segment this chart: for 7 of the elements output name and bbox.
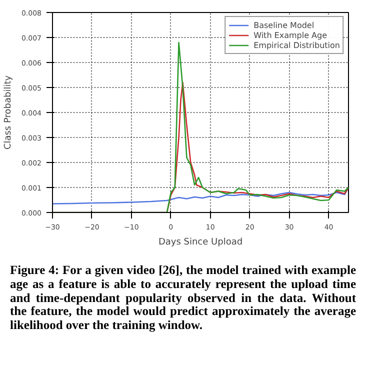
- legend-label: Empirical Distribution: [254, 40, 340, 50]
- legend-label: With Example Age: [254, 30, 328, 40]
- y-axis-title: Class Probability: [3, 74, 14, 150]
- caption: Figure 4: For a given video [26], the model trained with example age as a feature is able to accurately represent the upload time and time-dependant popularity observed in the data. Without the feature, the model would predict approximately the average likelihood over the training window.: [10, 263, 356, 333]
- x-axis-title: Days Since Upload: [158, 238, 243, 248]
- legend-label: Baseline Model: [254, 20, 314, 30]
- line-series: [52, 186, 348, 204]
